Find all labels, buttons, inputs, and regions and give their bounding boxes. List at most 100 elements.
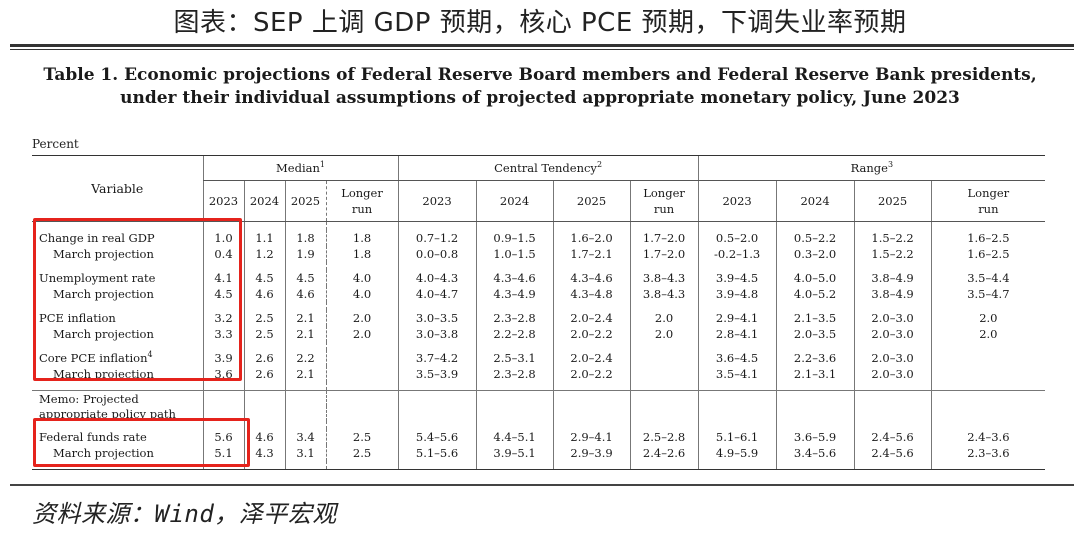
table-cell: 2.0 bbox=[629, 310, 699, 326]
longer-run-header: Longer run bbox=[325, 180, 399, 222]
memo-label: Memo: Projected bbox=[32, 390, 203, 406]
table-cell: 3.0–3.8 bbox=[397, 326, 477, 342]
table-body: Change in real GDP 1.0 1.1 1.8 1.8 0.7–1.2 0.9… bbox=[32, 221, 1046, 470]
longer-run-line2: run bbox=[978, 202, 999, 216]
row-label-text: Federal funds rate bbox=[39, 430, 147, 444]
table-cell: 4.5 bbox=[284, 270, 326, 286]
spacer-row bbox=[32, 221, 1046, 230]
table-cell: 1.6–2.0 bbox=[552, 230, 631, 246]
longer-run-header: Longer run bbox=[629, 180, 699, 222]
table-cell: 2.4–5.6 bbox=[853, 429, 932, 445]
table-cell: 4.3–4.9 bbox=[475, 286, 554, 302]
row-label-text: March projection bbox=[53, 367, 154, 381]
table-caption-line2: under their individual assumptions of pr… bbox=[120, 88, 960, 108]
table-cell: 2.5–2.8 bbox=[629, 429, 699, 445]
table-caption-line1: Table 1. Economic projections of Federal… bbox=[43, 65, 1037, 85]
variable-header: Variable bbox=[32, 155, 203, 222]
row-label-text: March projection bbox=[53, 287, 154, 301]
table-cell: 2.2–3.6 bbox=[775, 350, 855, 366]
longer-run-line1: Longer bbox=[643, 186, 685, 200]
year-header: 2023 bbox=[697, 180, 777, 222]
row-label: Federal funds rate bbox=[32, 429, 203, 445]
table-row: March projection 3.3 2.5 2.1 2.0 3.0–3.8 2.2–2… bbox=[32, 326, 1046, 342]
group-header-central-tendency: Central Tendency2 bbox=[397, 155, 699, 181]
table-cell: 1.1 bbox=[243, 230, 285, 246]
footnote-mark: 3 bbox=[887, 160, 894, 169]
table-cell: 2.0–3.0 bbox=[853, 326, 932, 342]
table-cell: 2.9–4.1 bbox=[552, 429, 631, 445]
row-label-text: March projection bbox=[53, 247, 154, 261]
table-cell: 2.0–2.2 bbox=[552, 366, 631, 382]
table-cell: 5.1 bbox=[202, 445, 244, 461]
table-cell: 2.4–3.6 bbox=[930, 429, 1046, 445]
table-caption: Table 1. Economic projections of Federal… bbox=[0, 64, 1080, 110]
row-label: March projection bbox=[32, 366, 203, 382]
year-header: 2024 bbox=[775, 180, 855, 222]
table-cell: 1.8 bbox=[325, 230, 399, 246]
table-cell: 1.7–2.0 bbox=[629, 230, 699, 246]
table-cell bbox=[629, 366, 699, 382]
table-cell: 0.5–2.2 bbox=[775, 230, 855, 246]
table-cell: 3.9–4.8 bbox=[697, 286, 777, 302]
longer-run-line1: Longer bbox=[967, 186, 1010, 200]
source-note: 资料来源：Wind，泽平宏观 bbox=[32, 500, 337, 528]
row-label: March projection bbox=[32, 286, 203, 302]
table-cell: 3.8–4.9 bbox=[853, 270, 932, 286]
year-header-row: 2023 2024 2025 Longer run 2023 2024 2025 … bbox=[32, 180, 1046, 222]
table-cell: 5.6 bbox=[202, 429, 244, 445]
table-cell: 2.0 bbox=[629, 326, 699, 342]
table-cell: 3.5–4.7 bbox=[930, 286, 1046, 302]
table-cell: 4.9–5.9 bbox=[697, 445, 777, 461]
table-cell: 1.7–2.1 bbox=[552, 246, 631, 262]
table-cell: 2.5 bbox=[243, 326, 285, 342]
group-header-row: Variable Median1 Central Tendency2 Range… bbox=[32, 155, 1046, 222]
table-cell bbox=[325, 366, 399, 382]
group-label: Central Tendency bbox=[494, 161, 597, 175]
table-cell: 4.0–5.0 bbox=[775, 270, 855, 286]
year-header: 2025 bbox=[552, 180, 631, 222]
table-cell: 0.4 bbox=[202, 246, 244, 262]
spacer-row bbox=[32, 262, 1046, 270]
table-cell: 3.9–4.5 bbox=[697, 270, 777, 286]
table-cell: 5.1–5.6 bbox=[397, 445, 477, 461]
table-cell: 3.4–5.6 bbox=[775, 445, 855, 461]
table-cell: 3.8–4.9 bbox=[853, 286, 932, 302]
table-cell: 2.0–3.0 bbox=[853, 366, 932, 382]
memo-label: appropriate policy path bbox=[39, 406, 176, 421]
table-cell: 0.0–0.8 bbox=[397, 246, 477, 262]
table-cell: 0.7–1.2 bbox=[397, 230, 477, 246]
table-cell: 5.4–5.6 bbox=[397, 429, 477, 445]
footnote-mark: 4 bbox=[147, 350, 153, 359]
table-cell: 2.8–4.1 bbox=[697, 326, 777, 342]
group-label: Median bbox=[276, 161, 320, 175]
table-cell: 2.3–2.8 bbox=[475, 310, 554, 326]
table-cell: 2.1 bbox=[284, 310, 326, 326]
table-cell: 2.0 bbox=[930, 310, 1046, 326]
table-cell: 1.9 bbox=[284, 246, 326, 262]
table-cell: 1.5–2.2 bbox=[853, 246, 932, 262]
table-cell: 2.6 bbox=[243, 366, 285, 382]
spacer-row bbox=[32, 342, 1046, 350]
memo-row: appropriate policy path bbox=[32, 406, 1046, 421]
year-header: 2023 bbox=[397, 180, 477, 222]
group-header-median: Median1 bbox=[202, 155, 399, 181]
table-cell: 2.4–5.6 bbox=[853, 445, 932, 461]
row-label: March projection bbox=[32, 445, 203, 461]
group-header-range: Range3 bbox=[697, 155, 1046, 181]
table-cell: 2.3–3.6 bbox=[930, 445, 1046, 461]
table-cell: 4.5 bbox=[202, 286, 244, 302]
table-cell: 2.5 bbox=[325, 429, 399, 445]
table-cell: 3.3 bbox=[202, 326, 244, 342]
table-cell: 4.3–4.8 bbox=[552, 286, 631, 302]
table-cell: 4.0 bbox=[325, 270, 399, 286]
table-cell: 2.0 bbox=[930, 326, 1046, 342]
table-cell: 2.5–3.1 bbox=[475, 350, 554, 366]
table-cell: 2.6 bbox=[243, 350, 285, 366]
table-cell: 1.2 bbox=[243, 246, 285, 262]
table-cell: 0.5–2.0 bbox=[697, 230, 777, 246]
table-cell: 4.3 bbox=[243, 445, 285, 461]
table-cell: 3.4 bbox=[284, 429, 326, 445]
table-cell: 4.1 bbox=[202, 270, 244, 286]
table-cell: 2.1–3.5 bbox=[775, 310, 855, 326]
longer-run-line2: run bbox=[653, 202, 675, 216]
